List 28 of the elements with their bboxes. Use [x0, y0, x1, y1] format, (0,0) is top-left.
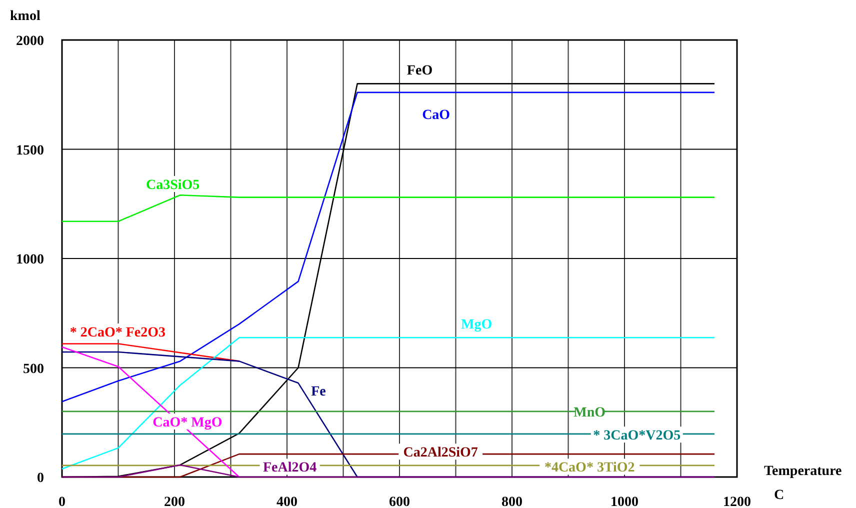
y-axis-title: kmol [10, 9, 40, 24]
series-label: * 3CaO*V2O5 [593, 428, 681, 444]
series-label: Fe [311, 384, 326, 400]
y-tick-label: 500 [23, 362, 44, 377]
series-label: Ca3SiO5 [146, 178, 200, 193]
y-tick-label: 1000 [16, 252, 44, 268]
series-label: MgO [461, 317, 492, 332]
series-label: MnO [574, 406, 606, 421]
x-tick-label: 200 [164, 495, 185, 508]
x-tick-label: 0 [58, 495, 66, 508]
series-label: FeO [406, 64, 433, 79]
line-series [61, 92, 716, 402]
y-tick-label: 1500 [16, 143, 44, 158]
line-series [61, 336, 716, 470]
series-label: * 2CaO* Fe2O3 [70, 325, 166, 340]
series-label: CaO* MgO [152, 416, 222, 430]
series-label: *4CaO* 3TiO2 [544, 460, 635, 476]
x-tick-label: 800 [502, 495, 522, 508]
series-label: FeAl2O4 [262, 460, 317, 476]
series-label: CaO [422, 108, 450, 123]
y-tick-label: 0 [37, 471, 44, 486]
x-axis-title: Temperature C [764, 464, 842, 503]
series-label: Ca2Al2SiO7 [403, 446, 478, 461]
x-tick-label: 1200 [723, 495, 751, 508]
x-tick-label: 1000 [610, 495, 638, 508]
x-tick-label: 600 [389, 495, 410, 508]
y-tick-label: 2000 [16, 34, 44, 49]
x-tick-label: 400 [276, 495, 298, 508]
